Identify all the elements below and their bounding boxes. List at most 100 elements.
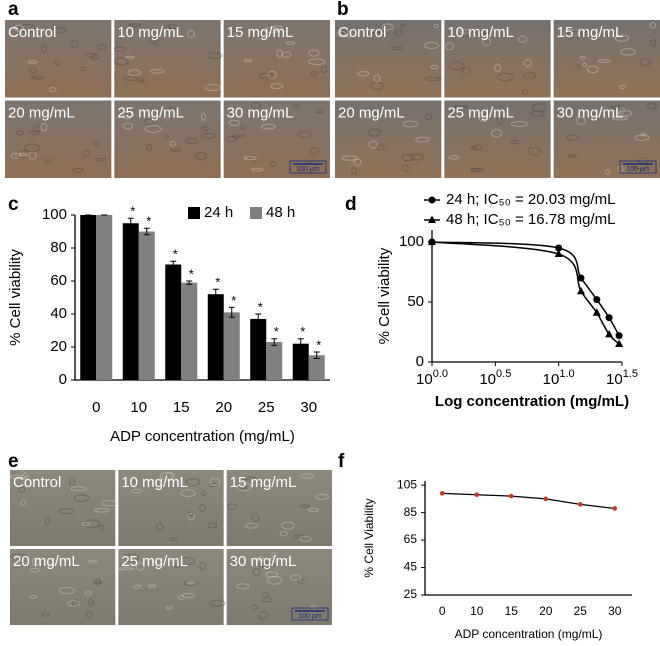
cell-texture [44, 159, 52, 165]
cell-texture [31, 557, 41, 567]
image-label: 30 mg/mL [230, 553, 297, 570]
cell-texture [10, 152, 22, 159]
cell-texture [478, 115, 488, 122]
cell-texture [300, 473, 315, 479]
cell-texture [182, 592, 196, 599]
cell-texture [273, 25, 284, 30]
cell-texture [163, 133, 169, 140]
cell-texture [430, 64, 439, 70]
error-bar [255, 313, 262, 325]
cell-texture [227, 503, 237, 510]
cell-texture [297, 578, 305, 584]
legend-swatch [188, 207, 200, 219]
panel-letter: e [8, 451, 19, 472]
cell-texture [258, 611, 269, 620]
cell-texture [27, 59, 37, 64]
x-tick-label: 101.5 [606, 368, 638, 388]
cell-texture [494, 63, 502, 72]
cell-texture [185, 137, 197, 145]
x-tick-label: 30 [300, 399, 317, 416]
cell-texture [575, 64, 582, 70]
micrograph [5, 20, 112, 98]
cell-texture [368, 140, 378, 149]
panel-letter: c [8, 194, 19, 215]
series-line [442, 492, 615, 510]
x-axis-label: ADP concentration (mg/mL) [110, 428, 295, 445]
cell-texture [267, 70, 277, 80]
panel-letter: b [337, 0, 349, 20]
cell-texture [136, 562, 145, 571]
cell-texture [29, 67, 37, 74]
cell-texture [71, 39, 79, 49]
micrograph [118, 470, 224, 546]
cell-texture [185, 478, 201, 486]
micrograph [10, 549, 116, 625]
cell-texture [177, 595, 185, 601]
image-label: 20 mg/mL [338, 104, 405, 121]
cell-texture [79, 66, 87, 72]
y-tick-label: 40 [50, 305, 67, 322]
data-point [592, 308, 601, 316]
cell-texture [143, 118, 155, 126]
cell-texture [147, 584, 157, 588]
cell-texture [252, 567, 261, 577]
cell-texture [241, 476, 257, 481]
cell-texture [51, 27, 67, 34]
y-tick-label: 0 [416, 353, 424, 370]
cell-texture [271, 552, 277, 558]
data-point [612, 506, 618, 511]
image-label: Control [8, 24, 56, 41]
y-tick-label: 25 [404, 587, 418, 601]
cell-texture [180, 489, 196, 497]
cell-texture [491, 128, 502, 138]
cell-texture [374, 109, 387, 117]
cell-texture [309, 147, 320, 155]
cell-texture [10, 553, 27, 560]
cell-texture [101, 499, 118, 507]
micrograph [444, 20, 551, 98]
data-point [428, 237, 436, 245]
cell-texture [258, 555, 264, 561]
cell-texture [72, 167, 85, 173]
cell-texture [236, 583, 250, 590]
cell-texture [567, 154, 577, 158]
cell-texture [353, 158, 362, 166]
data-point [593, 296, 601, 304]
cell-texture [84, 519, 101, 529]
cell-texture [228, 119, 240, 126]
cell-texture [14, 153, 30, 157]
cell-texture [522, 89, 529, 95]
cell-texture [527, 147, 542, 156]
cell-texture [497, 72, 514, 82]
cell-texture [231, 134, 246, 138]
legend-label: 48 h; IC₅₀ = 16.78 mg/mL [446, 211, 615, 228]
x-tick-label: 25 [574, 604, 588, 618]
bar [292, 343, 309, 380]
cell-texture [72, 599, 80, 607]
cell-texture [113, 57, 129, 66]
x-tick-label: 15 [505, 604, 519, 618]
cell-texture [299, 535, 312, 542]
cell-texture [94, 508, 110, 513]
fit-curve [431, 241, 620, 345]
image-label: 10 mg/mL [117, 24, 184, 41]
cell-texture [367, 128, 381, 137]
cell-texture [201, 112, 207, 121]
cell-texture [470, 168, 481, 173]
cell-texture [564, 29, 580, 37]
cell-texture [195, 151, 207, 161]
cell-texture [207, 52, 223, 60]
cell-texture [496, 116, 503, 125]
cell-texture [458, 28, 471, 34]
cell-texture [113, 46, 127, 53]
image-label: 20 mg/mL [8, 104, 75, 121]
micrograph [114, 100, 221, 178]
cell-texture [510, 139, 519, 145]
bar [96, 215, 113, 380]
cell-texture [409, 153, 425, 161]
scale-bar-box [291, 607, 329, 621]
cell-texture [531, 103, 547, 113]
scale-bar-label: 100 µm [296, 166, 320, 173]
cell-texture [209, 477, 221, 487]
x-tick-label: 25 [258, 399, 275, 416]
